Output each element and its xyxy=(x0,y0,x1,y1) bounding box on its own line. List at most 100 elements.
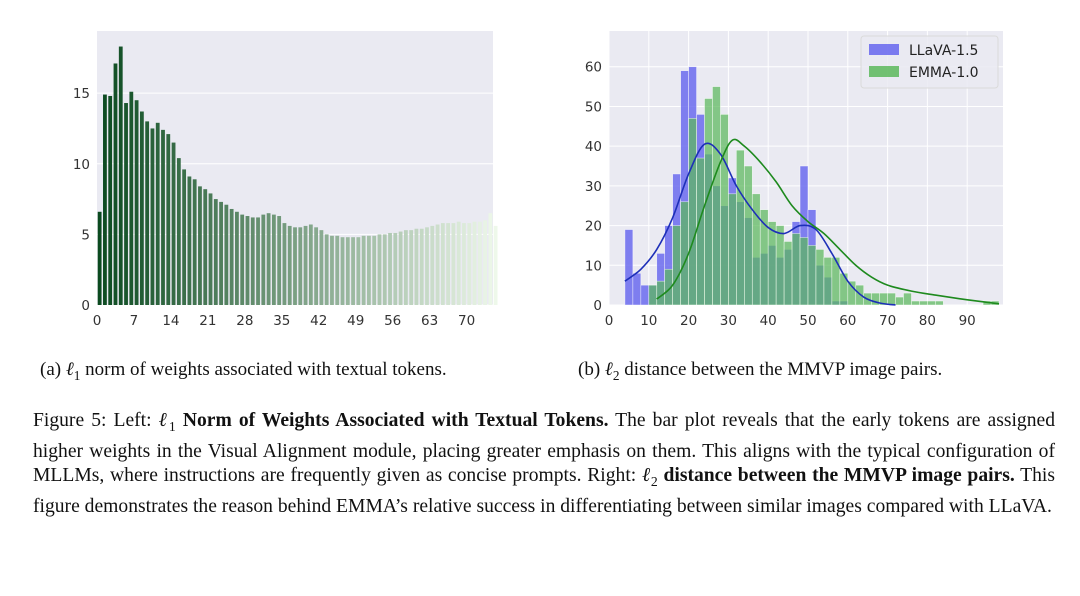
figure-charts: 0 5 10 15 0 7 14 21 28 35 42 49 56 63 70 0 10 20 30 40 50 60… xyxy=(73,31,1003,329)
histogram-bar xyxy=(767,221,777,306)
left-bar xyxy=(187,176,192,305)
left-bar xyxy=(134,100,139,306)
left-bar xyxy=(430,225,435,305)
left-bar xyxy=(271,214,276,305)
left-bar xyxy=(403,230,408,305)
histogram-bar xyxy=(775,225,785,306)
histogram-bar xyxy=(799,237,809,306)
subcaption-a-math: ℓ xyxy=(65,359,74,380)
left-bar xyxy=(208,193,213,305)
subcaption-b: (b) ℓ2 distance between the MMVP image p… xyxy=(578,359,943,383)
histogram-bar xyxy=(712,86,721,306)
histogram-bar xyxy=(680,201,689,306)
left-x-tick-label: 35 xyxy=(273,313,290,329)
right-x-tick-label: 40 xyxy=(760,313,777,329)
left-bar xyxy=(435,224,440,305)
left-bar xyxy=(462,223,466,305)
left-bar xyxy=(287,225,292,305)
left-bar xyxy=(97,211,102,305)
histogram-bar xyxy=(744,165,753,306)
subcaption-a: (a) ℓ1 norm of weights associated with t… xyxy=(40,359,447,383)
right-y-tick-label: 10 xyxy=(585,258,602,274)
histogram-bar xyxy=(624,229,634,306)
left-bar xyxy=(293,227,297,305)
histogram-bar xyxy=(720,114,729,306)
histogram-bar xyxy=(728,193,737,306)
left-bar xyxy=(425,227,429,305)
right-x-tick-label: 90 xyxy=(959,313,976,329)
right-y-tick-label: 40 xyxy=(585,139,602,155)
right-x-tick-label: 70 xyxy=(879,313,896,329)
left-bar xyxy=(103,94,107,305)
histogram-bar xyxy=(815,249,825,306)
right-x-tick-label: 20 xyxy=(680,313,697,329)
histogram-bar xyxy=(648,284,658,306)
left-bar xyxy=(145,121,150,305)
left-bar xyxy=(314,227,319,305)
histogram-bar xyxy=(927,300,936,306)
kde-line-emma-1-0 xyxy=(656,138,1000,305)
left-bar xyxy=(129,91,134,305)
histogram-bar xyxy=(823,257,833,306)
left-bar xyxy=(345,237,350,305)
left-bar-chart: 0 5 10 15 0 7 14 21 28 35 42 49 56 63 70 xyxy=(73,31,498,329)
left-bar xyxy=(250,217,255,305)
left-bar xyxy=(388,232,392,305)
figure-caption: Figure 5: Left: ℓ1 Norm of Weights Assoc… xyxy=(33,410,1056,517)
left-bar xyxy=(303,225,308,305)
left-x-tick-label: 7 xyxy=(130,313,139,329)
left-bar xyxy=(192,179,197,305)
left-bar xyxy=(198,186,202,305)
left-bar xyxy=(176,158,181,305)
right-histogram-chart: 0 10 20 30 40 50 60 0 10 20 30 40 50 60 70 80 90 LLaVA-1.… xyxy=(585,31,1003,329)
left-y-tick-label: 10 xyxy=(73,157,90,173)
histogram-bar xyxy=(935,300,944,306)
left-x-tick-label: 42 xyxy=(310,313,327,329)
histogram-bar xyxy=(895,296,904,306)
right-x-tick-label: 30 xyxy=(720,313,737,329)
right-y-tick-label: 60 xyxy=(585,60,602,76)
histogram-bar xyxy=(783,241,793,306)
left-bar xyxy=(219,201,223,305)
histogram-bar xyxy=(696,157,705,306)
left-x-tick-label: 0 xyxy=(93,313,102,329)
right-y-tick-label: 20 xyxy=(585,219,602,235)
left-bar xyxy=(235,211,239,305)
left-bar xyxy=(113,63,118,306)
legend-label: LLaVA-1.5 xyxy=(909,43,978,59)
right-y-tick-label: 30 xyxy=(585,179,602,195)
histogram-bar xyxy=(640,284,650,306)
kde-line-llava-1-5 xyxy=(624,142,896,306)
legend: LLaVA-1.5 EMMA-1.0 xyxy=(860,35,999,89)
left-bar xyxy=(277,216,282,305)
legend-swatch xyxy=(869,66,899,77)
left-bar xyxy=(377,234,382,305)
histogram-bar xyxy=(791,233,801,306)
left-x-tick-label: 56 xyxy=(384,313,401,329)
left-y-tick-label: 15 xyxy=(73,86,90,102)
left-bar xyxy=(393,232,398,305)
left-bar xyxy=(150,128,155,305)
left-bar xyxy=(493,225,498,305)
left-bar xyxy=(282,223,287,305)
left-bar xyxy=(367,235,371,305)
left-bar xyxy=(335,235,340,305)
right-y-tick-label: 50 xyxy=(585,99,602,115)
left-bar xyxy=(477,221,482,305)
left-x-tick-label: 21 xyxy=(199,313,216,329)
left-bar xyxy=(382,234,387,305)
left-bar xyxy=(488,213,493,305)
left-bar xyxy=(266,213,271,305)
left-bar xyxy=(319,230,324,305)
left-bar xyxy=(182,169,187,305)
histogram-bar xyxy=(903,292,912,306)
left-bar xyxy=(409,230,414,305)
left-bar xyxy=(356,237,361,305)
left-x-tick-label: 28 xyxy=(236,313,253,329)
left-bar xyxy=(324,234,329,305)
left-bar xyxy=(155,122,160,305)
left-bar xyxy=(166,134,171,305)
left-bar xyxy=(118,46,123,306)
left-bar xyxy=(139,111,144,305)
left-bar xyxy=(229,208,234,305)
